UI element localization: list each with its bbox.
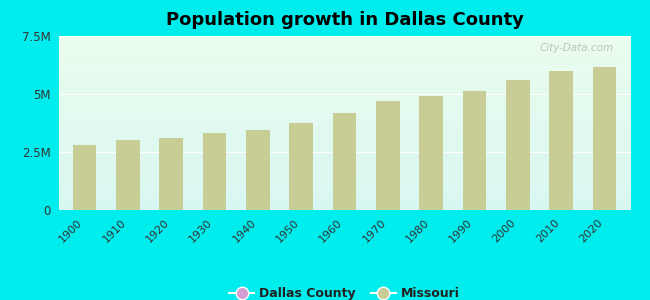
Bar [506, 80, 530, 210]
Bar [376, 101, 400, 210]
Bar [593, 67, 616, 210]
Bar [419, 96, 443, 210]
Bar [116, 140, 140, 210]
Text: City-Data.com: City-Data.com [540, 43, 614, 53]
Bar [333, 112, 356, 210]
Bar [549, 71, 573, 210]
Bar [203, 134, 226, 210]
Bar [73, 145, 96, 210]
Legend: Dallas County, Missouri: Dallas County, Missouri [224, 282, 465, 300]
Title: Population growth in Dallas County: Population growth in Dallas County [166, 11, 523, 29]
Bar [289, 123, 313, 210]
Bar [463, 91, 486, 210]
Bar [246, 130, 270, 210]
Bar [159, 138, 183, 210]
